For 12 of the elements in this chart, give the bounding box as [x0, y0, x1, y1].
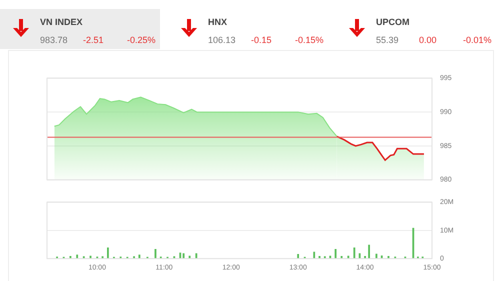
text: UPCOM: [376, 17, 410, 27]
text: 55.39: [376, 35, 399, 45]
text: -0.15%: [295, 35, 324, 45]
text: -0.01%: [463, 35, 492, 45]
text: -0.15: [251, 35, 272, 45]
text: HNX: [208, 17, 228, 27]
text: 0.00: [419, 35, 437, 45]
text: 106.13: [208, 35, 236, 45]
text: -0.25%: [127, 35, 156, 45]
text: VN INDEX: [40, 17, 83, 27]
text: -2.51: [83, 35, 104, 45]
text: 983.78: [40, 35, 68, 45]
